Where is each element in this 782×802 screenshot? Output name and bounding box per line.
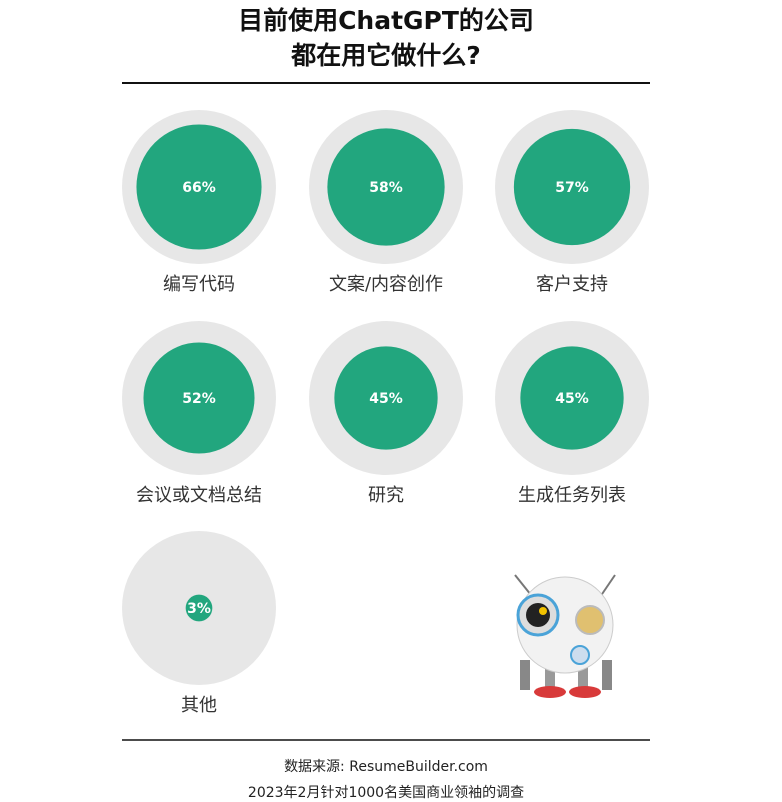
circle	[520, 346, 624, 450]
category-label: 文案/内容创作	[329, 274, 443, 295]
category-label: 生成任务列表	[518, 485, 626, 506]
circle	[334, 346, 438, 450]
circle	[327, 128, 445, 246]
value-label: 58%	[369, 180, 403, 196]
category-label: 会议或文档总结	[136, 485, 262, 506]
source: 数据来源: ResumeBuilder.com	[284, 759, 488, 775]
category-label: 其他	[181, 695, 217, 716]
value-label: 3%	[187, 601, 211, 617]
category-label: 编写代码	[163, 274, 235, 295]
robot-illustration	[514, 574, 616, 698]
chart-title: 目前使用ChatGPT的公司	[238, 6, 534, 35]
circle	[513, 128, 631, 246]
circle	[143, 342, 255, 454]
value-label: 57%	[555, 180, 589, 196]
note: 2023年2月针对1000名美国商业领袖的调查	[248, 785, 524, 801]
circle	[136, 124, 262, 250]
value-label: 66%	[182, 180, 216, 196]
category-label: 研究	[368, 485, 404, 506]
circle	[185, 594, 213, 622]
category-label: 客户支持	[536, 274, 608, 295]
value-label: 45%	[555, 391, 589, 407]
chart-title: 都在用它做什么?	[290, 41, 481, 70]
value-label: 45%	[369, 391, 403, 407]
value-label: 52%	[182, 391, 216, 407]
